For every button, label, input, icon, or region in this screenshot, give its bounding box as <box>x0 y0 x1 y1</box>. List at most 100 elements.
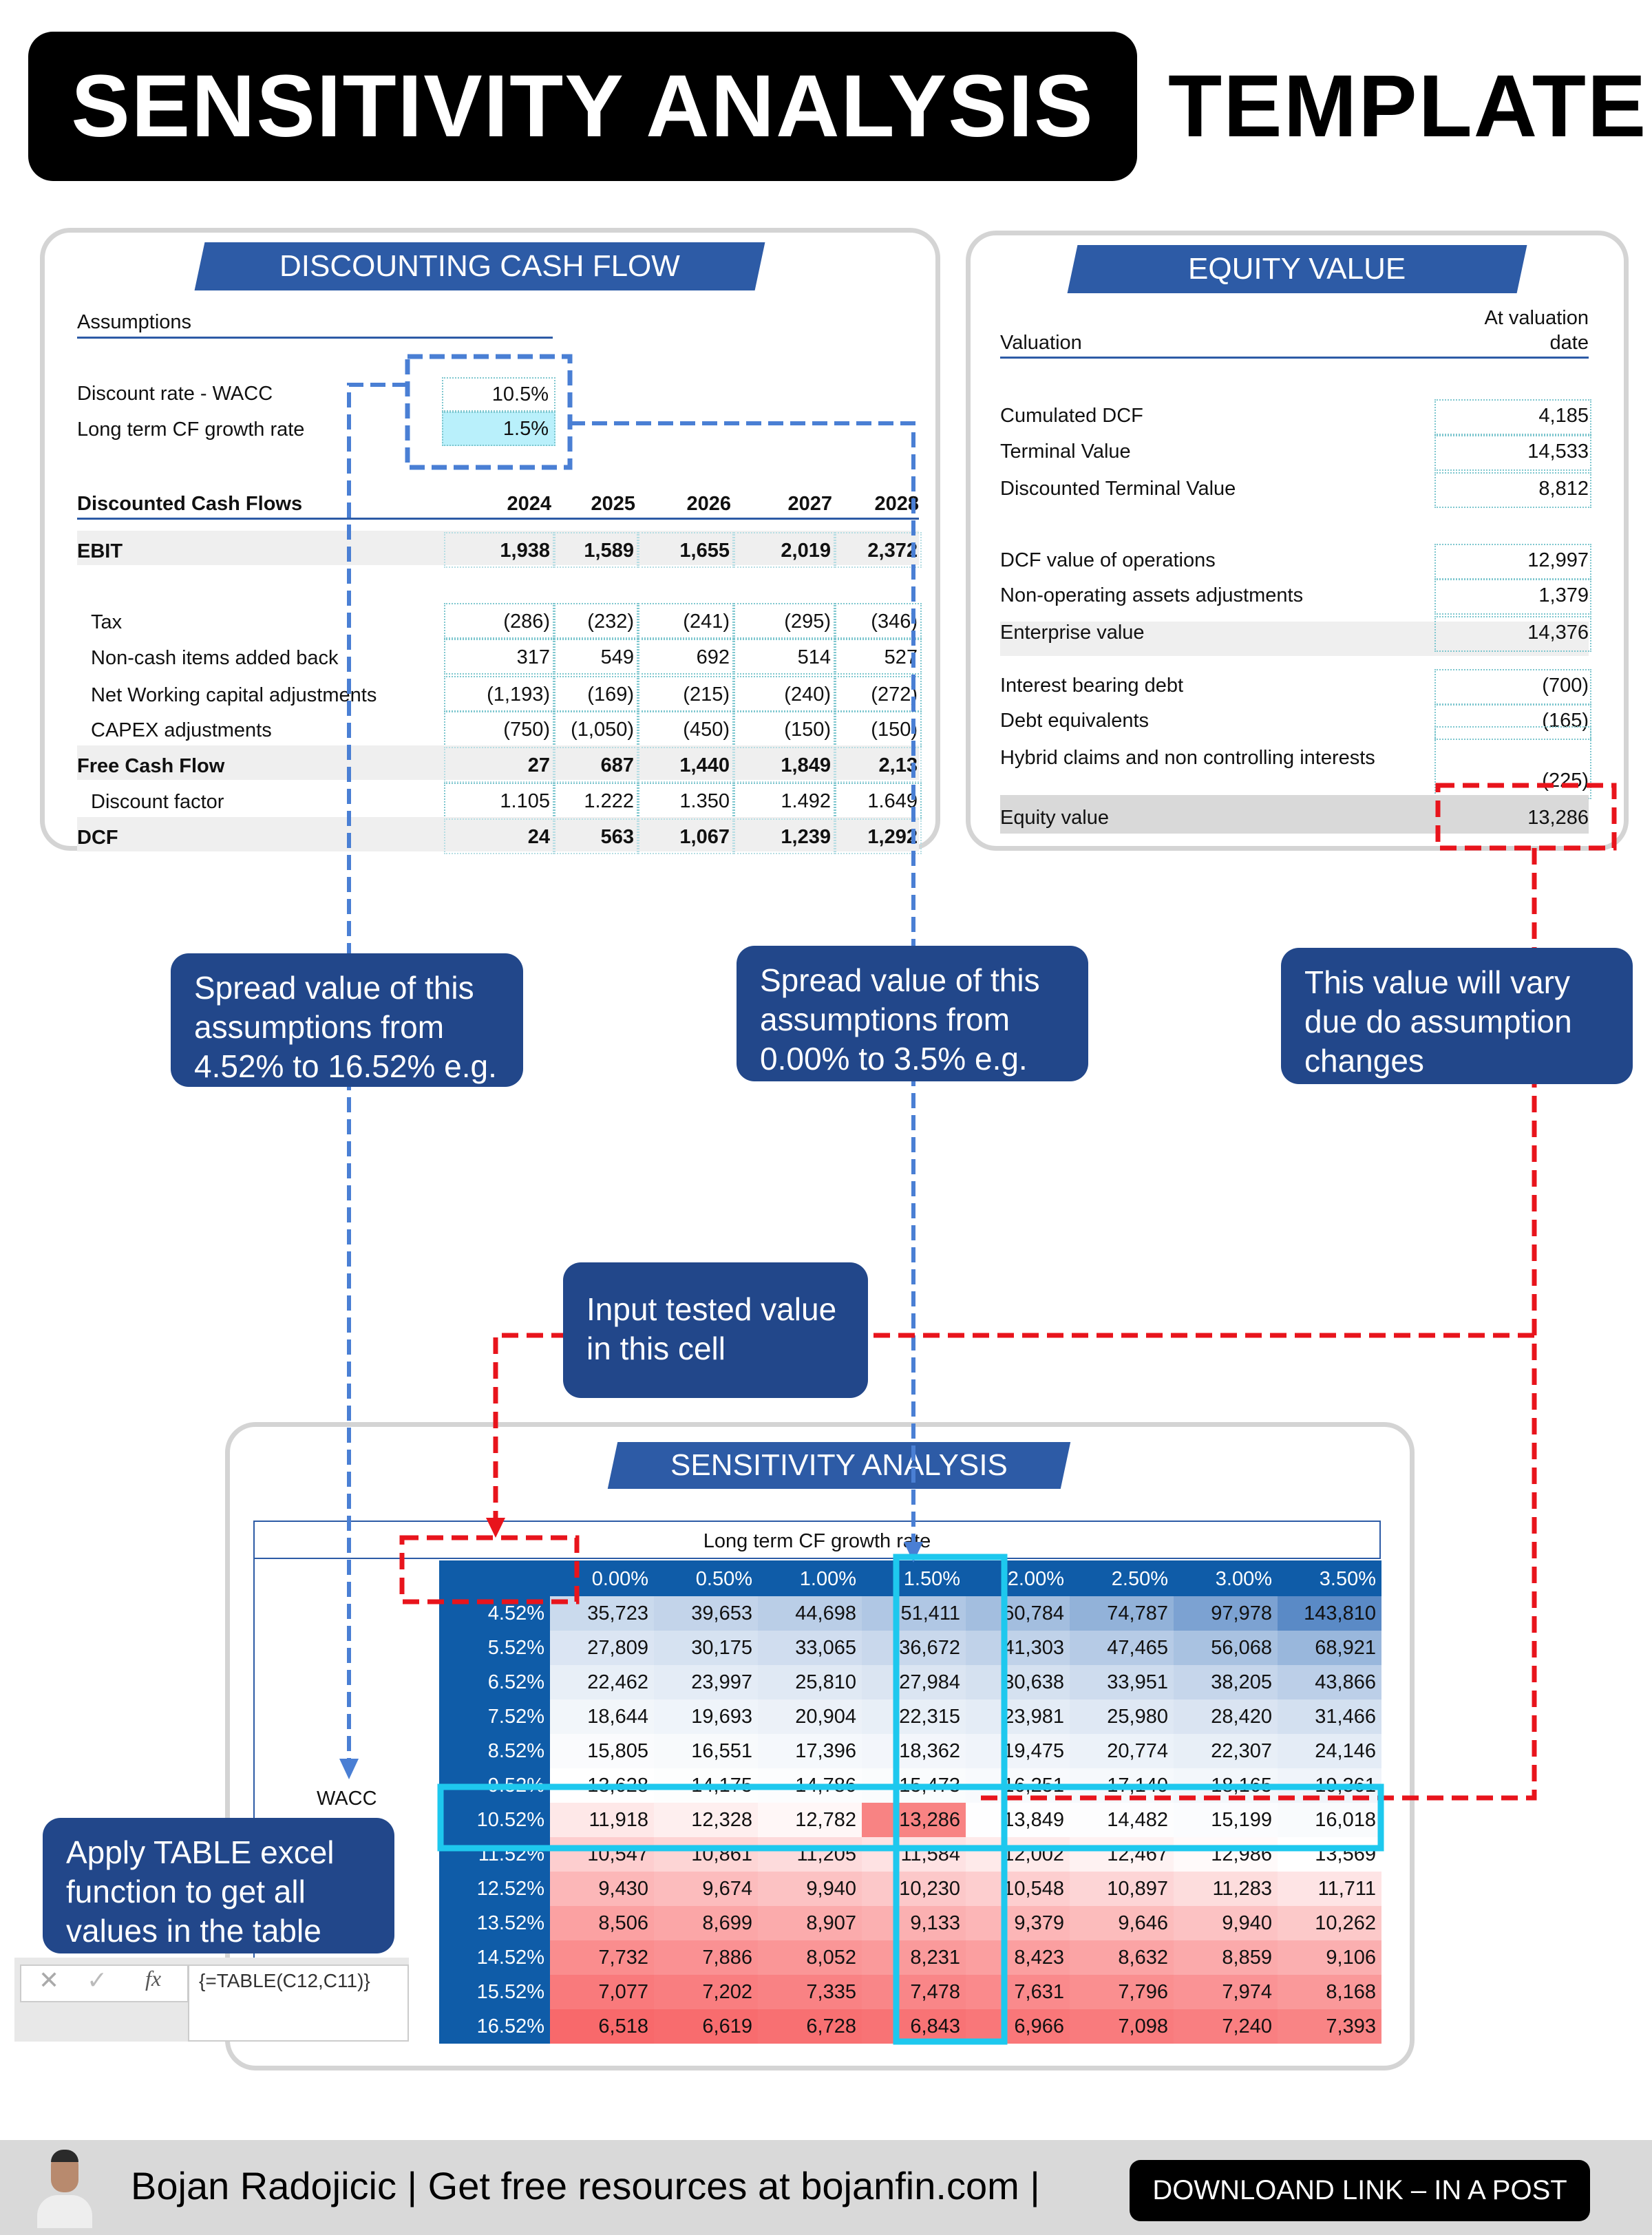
sensitivity-cell[interactable]: 10,861 <box>654 1837 758 1872</box>
sensitivity-cell[interactable]: 6,728 <box>758 2009 862 2044</box>
sensitivity-cell[interactable]: 14,786 <box>758 1768 862 1803</box>
sensitivity-cell[interactable]: 16,018 <box>1278 1803 1381 1837</box>
sensitivity-cell[interactable]: 7,732 <box>550 1940 654 1975</box>
sensitivity-cell[interactable]: 7,974 <box>1174 1975 1278 2009</box>
sensitivity-cell[interactable]: 97,978 <box>1174 1596 1278 1631</box>
sensitivity-cell[interactable]: 19,693 <box>654 1699 758 1734</box>
sensitivity-cell[interactable]: 7,077 <box>550 1975 654 2009</box>
sensitivity-cell[interactable]: 7,098 <box>1070 2009 1174 2044</box>
sensitivity-cell[interactable]: 30,175 <box>654 1631 758 1665</box>
close-icon[interactable]: ✕ <box>39 1966 60 1994</box>
sensitivity-cell[interactable]: 22,462 <box>550 1665 654 1699</box>
sensitivity-cell[interactable]: 8,423 <box>966 1940 1070 1975</box>
sensitivity-cell[interactable]: 12,782 <box>758 1803 862 1837</box>
sensitivity-cell[interactable]: 13,286 <box>862 1803 966 1837</box>
sensitivity-cell[interactable]: 6,619 <box>654 2009 758 2044</box>
sensitivity-cell[interactable]: 35,723 <box>550 1596 654 1631</box>
sensitivity-cell[interactable]: 7,796 <box>1070 1975 1174 2009</box>
sensitivity-cell[interactable]: 44,698 <box>758 1596 862 1631</box>
sensitivity-cell[interactable]: 60,784 <box>966 1596 1070 1631</box>
sensitivity-cell[interactable]: 19,475 <box>966 1734 1070 1768</box>
sensitivity-cell[interactable]: 30,638 <box>966 1665 1070 1699</box>
sensitivity-cell[interactable]: 12,467 <box>1070 1837 1174 1872</box>
sensitivity-cell[interactable]: 8,231 <box>862 1940 966 1975</box>
sensitivity-cell[interactable]: 74,787 <box>1070 1596 1174 1631</box>
sensitivity-cell[interactable]: 9,430 <box>550 1872 654 1906</box>
sensitivity-cell[interactable]: 47,465 <box>1070 1631 1174 1665</box>
formula-input[interactable]: {=TABLE(C12,C11)} <box>199 1970 370 1991</box>
sensitivity-cell[interactable]: 12,328 <box>654 1803 758 1837</box>
sensitivity-cell[interactable]: 11,205 <box>758 1837 862 1872</box>
check-icon[interactable]: ✓ <box>87 1966 108 1994</box>
sensitivity-cell[interactable]: 14,482 <box>1070 1803 1174 1837</box>
sensitivity-cell[interactable]: 16,251 <box>966 1768 1070 1803</box>
sensitivity-cell[interactable]: 20,774 <box>1070 1734 1174 1768</box>
sensitivity-cell[interactable]: 13,849 <box>966 1803 1070 1837</box>
sensitivity-cell[interactable]: 6,518 <box>550 2009 654 2044</box>
sensitivity-cell[interactable]: 11,283 <box>1174 1872 1278 1906</box>
sensitivity-cell[interactable]: 8,699 <box>654 1906 758 1940</box>
sensitivity-cell[interactable]: 13,569 <box>1278 1837 1381 1872</box>
sensitivity-cell[interactable]: 8,907 <box>758 1906 862 1940</box>
sensitivity-cell[interactable]: 17,396 <box>758 1734 862 1768</box>
sensitivity-cell[interactable]: 18,165 <box>1174 1768 1278 1803</box>
sensitivity-cell[interactable]: 15,805 <box>550 1734 654 1768</box>
sensitivity-cell[interactable]: 20,904 <box>758 1699 862 1734</box>
growth-input[interactable]: 1.5% <box>442 412 555 446</box>
sensitivity-cell[interactable]: 22,307 <box>1174 1734 1278 1768</box>
sensitivity-cell[interactable]: 9,646 <box>1070 1906 1174 1940</box>
fx-icon[interactable]: fx <box>145 1966 162 1991</box>
sensitivity-cell[interactable]: 51,411 <box>862 1596 966 1631</box>
sensitivity-cell[interactable]: 8,168 <box>1278 1975 1381 2009</box>
sensitivity-cell[interactable]: 9,674 <box>654 1872 758 1906</box>
sensitivity-cell[interactable]: 15,473 <box>862 1768 966 1803</box>
sensitivity-cell[interactable]: 68,921 <box>1278 1631 1381 1665</box>
sensitivity-cell[interactable]: 9,379 <box>966 1906 1070 1940</box>
sensitivity-cell[interactable]: 11,584 <box>862 1837 966 1872</box>
sensitivity-cell[interactable]: 17,140 <box>1070 1768 1174 1803</box>
sensitivity-cell[interactable]: 27,984 <box>862 1665 966 1699</box>
sensitivity-cell[interactable]: 10,547 <box>550 1837 654 1872</box>
sensitivity-cell[interactable]: 9,106 <box>1278 1940 1381 1975</box>
sensitivity-cell[interactable]: 25,980 <box>1070 1699 1174 1734</box>
sensitivity-cell[interactable]: 24,146 <box>1278 1734 1381 1768</box>
sensitivity-cell[interactable]: 8,052 <box>758 1940 862 1975</box>
sensitivity-cell[interactable]: 22,315 <box>862 1699 966 1734</box>
sensitivity-cell[interactable]: 10,230 <box>862 1872 966 1906</box>
sensitivity-cell[interactable]: 11,711 <box>1278 1872 1381 1906</box>
sensitivity-cell[interactable]: 38,205 <box>1174 1665 1278 1699</box>
sensitivity-cell[interactable]: 23,981 <box>966 1699 1070 1734</box>
sensitivity-cell[interactable]: 18,644 <box>550 1699 654 1734</box>
sensitivity-cell[interactable]: 39,653 <box>654 1596 758 1631</box>
sensitivity-cell[interactable]: 31,466 <box>1278 1699 1381 1734</box>
sensitivity-cell[interactable]: 33,065 <box>758 1631 862 1665</box>
sensitivity-cell[interactable]: 7,240 <box>1174 2009 1278 2044</box>
sensitivity-cell[interactable]: 8,506 <box>550 1906 654 1940</box>
sensitivity-cell[interactable]: 10,262 <box>1278 1906 1381 1940</box>
sensitivity-cell[interactable]: 10,548 <box>966 1872 1070 1906</box>
sensitivity-cell[interactable]: 13,628 <box>550 1768 654 1803</box>
sensitivity-cell[interactable]: 9,940 <box>758 1872 862 1906</box>
wacc-input[interactable]: 10.5% <box>442 377 555 412</box>
sensitivity-cell[interactable]: 15,199 <box>1174 1803 1278 1837</box>
sensitivity-cell[interactable]: 25,810 <box>758 1665 862 1699</box>
sensitivity-cell[interactable]: 7,478 <box>862 1975 966 2009</box>
sensitivity-cell[interactable]: 27,809 <box>550 1631 654 1665</box>
sensitivity-cell[interactable]: 7,393 <box>1278 2009 1381 2044</box>
sensitivity-cell[interactable]: 16,551 <box>654 1734 758 1768</box>
sensitivity-cell[interactable]: 33,951 <box>1070 1665 1174 1699</box>
sensitivity-cell[interactable]: 7,631 <box>966 1975 1070 2009</box>
sensitivity-cell[interactable]: 10,897 <box>1070 1872 1174 1906</box>
sensitivity-cell[interactable]: 56,068 <box>1174 1631 1278 1665</box>
sensitivity-cell[interactable]: 43,866 <box>1278 1665 1381 1699</box>
sensitivity-cell[interactable]: 19,361 <box>1278 1768 1381 1803</box>
sensitivity-cell[interactable]: 143,810 <box>1278 1596 1381 1631</box>
sensitivity-cell[interactable]: 28,420 <box>1174 1699 1278 1734</box>
sensitivity-cell[interactable]: 9,133 <box>862 1906 966 1940</box>
sensitivity-cell[interactable]: 23,997 <box>654 1665 758 1699</box>
sensitivity-cell[interactable]: 9,940 <box>1174 1906 1278 1940</box>
sensitivity-cell[interactable]: 7,335 <box>758 1975 862 2009</box>
sensitivity-cell[interactable]: 11,918 <box>550 1803 654 1837</box>
sensitivity-cell[interactable]: 8,859 <box>1174 1940 1278 1975</box>
sensitivity-cell[interactable]: 6,966 <box>966 2009 1070 2044</box>
